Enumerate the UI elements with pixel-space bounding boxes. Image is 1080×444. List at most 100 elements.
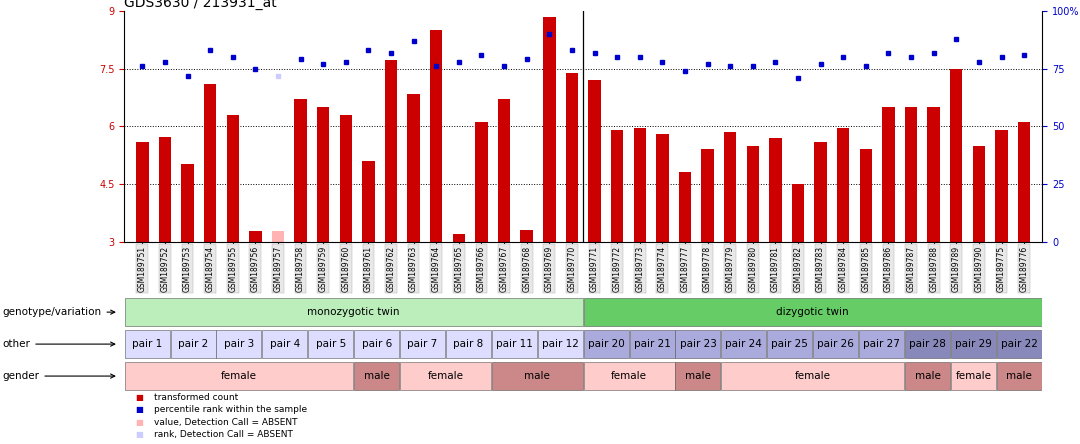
Bar — [124, 362, 353, 390]
Text: pair 23: pair 23 — [679, 339, 716, 349]
Text: pair 3: pair 3 — [224, 339, 254, 349]
Text: genotype/variation: genotype/variation — [2, 307, 114, 317]
Bar — [675, 330, 720, 358]
Bar — [308, 330, 353, 358]
Bar — [678, 172, 691, 242]
Bar — [611, 130, 623, 242]
Bar — [538, 330, 583, 358]
Bar — [701, 149, 714, 242]
Bar — [384, 60, 397, 242]
Bar — [181, 164, 193, 242]
Text: female: female — [956, 371, 991, 381]
Bar — [498, 99, 510, 242]
Bar — [430, 30, 443, 242]
Bar — [721, 362, 904, 390]
Bar — [721, 330, 767, 358]
Bar — [1017, 123, 1030, 242]
Bar — [583, 362, 675, 390]
Text: pair 7: pair 7 — [407, 339, 437, 349]
Bar — [928, 107, 940, 242]
Text: pair 29: pair 29 — [955, 339, 991, 349]
Bar — [354, 330, 400, 358]
Bar — [589, 80, 600, 242]
Bar — [767, 330, 812, 358]
Text: pair 11: pair 11 — [496, 339, 532, 349]
Text: pair 5: pair 5 — [315, 339, 346, 349]
Text: pair 1: pair 1 — [132, 339, 162, 349]
Text: ■: ■ — [135, 405, 143, 414]
Bar — [136, 142, 149, 242]
Text: ■: ■ — [135, 393, 143, 402]
Bar — [905, 362, 950, 390]
Bar — [362, 161, 375, 242]
Bar — [860, 149, 872, 242]
Bar — [724, 132, 737, 242]
Bar — [630, 330, 675, 358]
Text: dizygotic twin: dizygotic twin — [777, 307, 849, 317]
Bar — [204, 84, 216, 242]
Text: pair 12: pair 12 — [542, 339, 579, 349]
Text: pair 22: pair 22 — [1001, 339, 1038, 349]
Bar — [124, 298, 583, 326]
Bar — [973, 146, 985, 242]
Text: pair 24: pair 24 — [726, 339, 762, 349]
Text: ■: ■ — [135, 430, 143, 439]
Text: male: male — [1007, 371, 1032, 381]
Bar — [249, 231, 261, 242]
Bar — [583, 330, 629, 358]
Text: female: female — [795, 371, 831, 381]
Text: male: male — [915, 371, 941, 381]
Text: female: female — [611, 371, 647, 381]
Bar — [124, 330, 170, 358]
Text: gender: gender — [2, 371, 114, 381]
Bar — [216, 330, 261, 358]
Bar — [339, 115, 352, 242]
Text: male: male — [525, 371, 550, 381]
Text: pair 28: pair 28 — [909, 339, 946, 349]
Text: pair 26: pair 26 — [818, 339, 854, 349]
Bar — [997, 330, 1042, 358]
Text: pair 21: pair 21 — [634, 339, 671, 349]
Text: female: female — [221, 371, 257, 381]
Bar — [657, 134, 669, 242]
Bar — [295, 99, 307, 242]
Bar — [543, 17, 555, 242]
Bar — [583, 298, 1042, 326]
Text: rank, Detection Call = ABSENT: rank, Detection Call = ABSENT — [154, 430, 294, 439]
Bar — [475, 123, 488, 242]
Bar — [837, 128, 850, 242]
Bar — [675, 362, 720, 390]
Text: pair 6: pair 6 — [362, 339, 392, 349]
Text: other: other — [2, 339, 114, 349]
Bar — [950, 362, 996, 390]
Bar — [446, 330, 491, 358]
Bar — [227, 115, 239, 242]
Bar — [491, 330, 537, 358]
Bar — [905, 330, 950, 358]
Bar — [950, 69, 962, 242]
Bar — [566, 72, 578, 242]
Bar — [769, 138, 782, 242]
Text: percentile rank within the sample: percentile rank within the sample — [154, 405, 308, 414]
Text: monozygotic twin: monozygotic twin — [308, 307, 400, 317]
Text: GDS3630 / 213931_at: GDS3630 / 213931_at — [124, 0, 276, 10]
Text: ■: ■ — [135, 418, 143, 427]
Text: pair 27: pair 27 — [863, 339, 900, 349]
Bar — [882, 107, 894, 242]
Bar — [171, 330, 216, 358]
Bar — [453, 234, 465, 242]
Text: pair 2: pair 2 — [178, 339, 208, 349]
Bar — [792, 184, 805, 242]
Bar — [400, 330, 445, 358]
Bar — [262, 330, 308, 358]
Bar — [407, 94, 420, 242]
Bar — [400, 362, 491, 390]
Text: female: female — [428, 371, 463, 381]
Text: pair 20: pair 20 — [588, 339, 624, 349]
Text: pair 8: pair 8 — [454, 339, 484, 349]
Text: male: male — [685, 371, 711, 381]
Bar — [634, 128, 646, 242]
Bar — [354, 362, 400, 390]
Bar — [316, 107, 329, 242]
Bar — [997, 362, 1042, 390]
